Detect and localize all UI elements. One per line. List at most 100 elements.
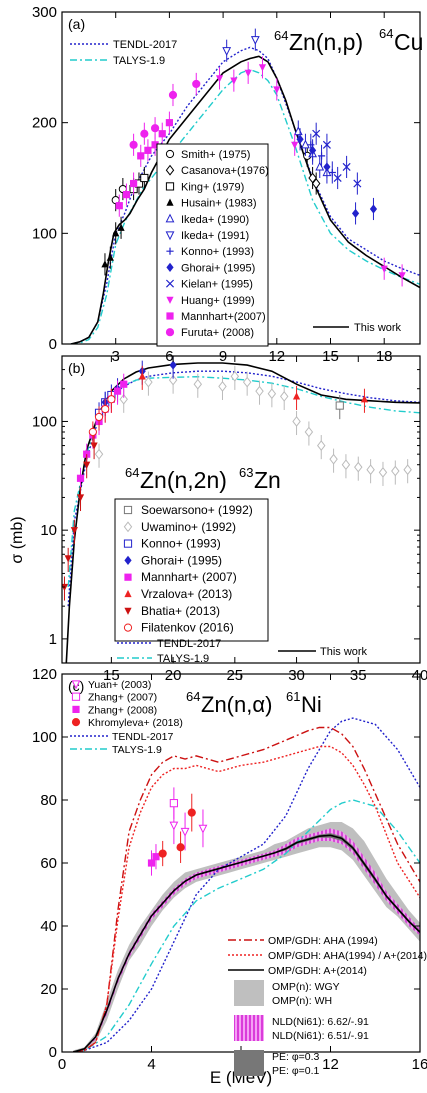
data-point [158, 849, 167, 858]
plot-area [62, 356, 420, 663]
legend-label: Khromyleva+ (2018) [88, 717, 183, 729]
y-tick-label: 80 [40, 792, 57, 809]
data-point [90, 442, 98, 450]
legend-label: TENDL-2017 [157, 638, 221, 650]
legend-label: Uwamino+ (1992) [141, 520, 236, 534]
data-point [312, 129, 321, 138]
y-tick-label: 40 [40, 918, 57, 935]
legend-label: Soewarsono+ (1992) [141, 503, 253, 517]
legend-marker [165, 279, 175, 288]
data-point [329, 453, 338, 465]
data-point [353, 179, 362, 188]
data-legend-a: Smith+ (1975) Casanova+(1976) King+ (1979)… [156, 143, 269, 347]
data-point [244, 69, 252, 77]
legend-label: This work [354, 322, 402, 334]
legend-label: OMP(n): WH [272, 995, 332, 1007]
reaction-title-b: 64 Zn(n,2n) 63 Zn [125, 465, 281, 493]
legend-marker [72, 705, 80, 713]
legend-marker [165, 182, 175, 191]
legend-label: TENDL-2017 [112, 731, 173, 743]
legend-marker [124, 573, 132, 581]
legend-label: Husain+ (1983) [181, 198, 257, 210]
model-legend-b: TENDL-2017 TALYS-1.9 This work [117, 638, 368, 665]
legend-marker [71, 680, 81, 690]
y-tick-label: 20 [40, 981, 57, 998]
legend-label: Ghorai+ (1995) [181, 262, 255, 274]
legend-label: Mannhart+(2007) [181, 311, 266, 323]
data-point [354, 461, 363, 473]
x-tick-label: 25 [226, 667, 243, 684]
data-point [323, 162, 331, 172]
data-point [83, 461, 91, 469]
data-point [70, 527, 78, 535]
data-point [317, 152, 326, 160]
legend-label: Huang+ (1999) [181, 295, 255, 307]
reaction-mass: 64 [379, 26, 393, 41]
data-point [378, 466, 388, 478]
plot-area [72, 717, 420, 1052]
data-point [273, 86, 281, 94]
data-point [137, 152, 145, 160]
data-point [147, 859, 156, 867]
data-point [309, 145, 317, 155]
legend-label: OMP/GDH: AHA(1994) / A+(2014) [268, 950, 427, 962]
legend-label: Konno+ (1993) [181, 246, 254, 258]
legend-label: Filatenkov (2016) [141, 621, 234, 635]
data-point [187, 808, 196, 817]
data-point [169, 360, 177, 370]
data-point [292, 416, 301, 427]
legend-label: Bhatia+ (2013) [141, 604, 220, 618]
data-point [267, 388, 277, 400]
legend-swatch [234, 1015, 264, 1041]
data-point [351, 208, 360, 219]
x-tick-label: 35 [350, 667, 367, 684]
legend-label: Mannhart+ (2007) [141, 570, 237, 584]
data-point [94, 448, 104, 460]
data-point [311, 178, 321, 189]
legend-label: Ghorai+ (1995) [141, 553, 222, 567]
legend-label: Vrzalova+ (2013) [141, 587, 232, 601]
y-axis-label: σ (mb) [9, 516, 26, 563]
legend-label: Zhang+ (2008) [88, 704, 157, 716]
data-point [76, 494, 85, 502]
legend-label: OMP(n): WGY [272, 981, 340, 993]
legend-marker [165, 149, 175, 159]
reaction-title-c: 64 Zn(n,α) 61 Ni [186, 689, 322, 717]
data-point [391, 465, 400, 477]
data-point [152, 853, 160, 861]
data-point [192, 79, 201, 89]
legend-marker [124, 555, 132, 565]
x-tick-label: 16 [412, 1056, 427, 1073]
y-tick-label: 100 [32, 225, 57, 242]
legend-marker [123, 539, 133, 548]
data-point [176, 843, 185, 852]
data-point [130, 179, 138, 188]
data-point [296, 134, 304, 144]
y-tick-label: 100 [32, 729, 57, 746]
data-point [307, 141, 315, 149]
legend-label: TALYS-1.9 [112, 744, 162, 756]
reaction-mass: 64 [125, 465, 139, 480]
legend-marker [71, 692, 81, 701]
data-point [315, 161, 325, 171]
data-point [120, 380, 128, 388]
data-point [341, 459, 351, 471]
reaction-text: Zn(n,α) [201, 692, 272, 717]
panel-label: (a) [68, 16, 85, 32]
data-point [218, 381, 227, 392]
series-line-0 [73, 717, 420, 1052]
data-point [113, 387, 122, 395]
data-point [250, 36, 260, 45]
legend-label: Zhang+ (2007) [88, 692, 157, 704]
data-point [62, 583, 69, 592]
legend-label: NLD(Ni61): 6.51/-.91 [272, 1030, 369, 1042]
data-point [366, 464, 375, 476]
y-tick-label: 1 [49, 631, 57, 648]
data-point [308, 172, 317, 184]
band-0 [73, 822, 420, 1052]
legend-label: This work [320, 646, 368, 658]
data-legend-b: Soewarsono+ (1992) Uwamino+ (1992) Konno+ … [114, 498, 269, 642]
reaction-mass: 61 [286, 689, 300, 704]
legend-marker [166, 296, 174, 304]
